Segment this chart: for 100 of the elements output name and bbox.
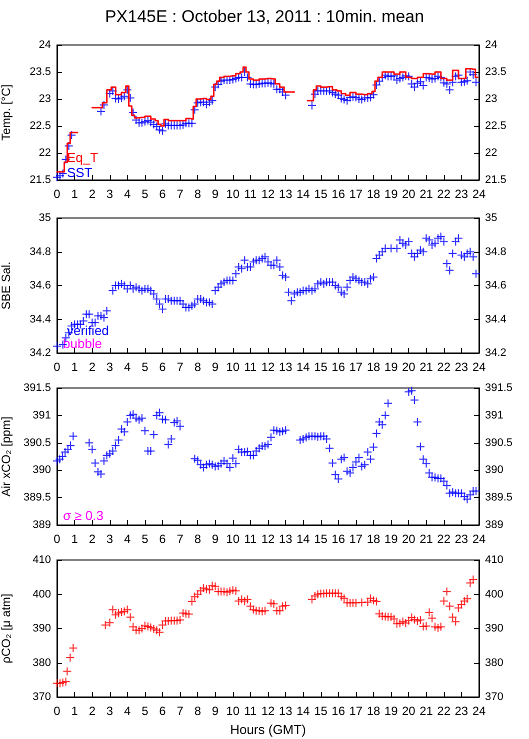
x-tick-label: 21 (420, 360, 434, 374)
x-tick-label: 10 (226, 532, 240, 546)
y-tick-label: 380 (32, 656, 51, 669)
y-tick-label: 390.5 (23, 436, 51, 449)
x-tick-label: 21 (420, 187, 434, 201)
y2-tick-label: 35 (485, 212, 498, 224)
y2-tick-label: 21.5 (485, 174, 506, 186)
x-tick-label: 18 (366, 187, 380, 201)
y-tick-label: 400 (32, 588, 51, 600)
x-tick-label: 22 (437, 532, 451, 546)
x-tick-label: 22 (437, 360, 451, 374)
x-tick-label: 19 (384, 187, 398, 201)
x-tick-label: 18 (366, 360, 380, 374)
y-tick-label: 370 (32, 691, 51, 703)
x-tick-label: 9 (212, 360, 219, 374)
x-tick-label: 9 (212, 704, 219, 718)
x-tick-label: 22 (437, 704, 451, 718)
x-tick-label: 12 (261, 704, 275, 718)
y2-tick-label: 410 (485, 554, 504, 566)
y2-tick-label: 389 (485, 519, 504, 531)
y2-tick-label: 391.5 (485, 382, 513, 394)
y2-tick-label: 34.2 (485, 347, 506, 359)
x-tick-label: 16 (332, 360, 346, 374)
x-tick-label: 13 (278, 704, 293, 718)
x-tick-label: 11 (244, 187, 257, 201)
x-tick-label: 3 (106, 360, 114, 374)
x-tick-label: 11 (244, 532, 257, 546)
x-tick-label: 2 (88, 532, 96, 546)
y2-tick-label: 34.8 (485, 246, 506, 258)
x-tick-label: 5 (142, 187, 149, 201)
x-tick-label: 17 (349, 704, 363, 718)
x-tick-label: 14 (296, 532, 310, 546)
x-tick-label: 17 (349, 360, 363, 374)
x-tick-label: 15 (314, 187, 328, 201)
x-tick-label: 4 (124, 704, 131, 718)
x-tick-label: 20 (402, 360, 416, 374)
y-tick-label: 22.5 (30, 120, 51, 132)
y2-tick-label: 389.5 (485, 492, 513, 504)
x-tick-label: 0 (54, 532, 61, 546)
x-tick-label: 5 (142, 704, 149, 718)
x-tick-label: 21 (420, 704, 434, 718)
x-tick-label: 20 (402, 187, 416, 201)
x-tick-label: 13 (278, 360, 293, 374)
x-tick-label: 12 (261, 187, 275, 201)
x-tick-label: 8 (194, 532, 202, 546)
x-tick-label: 13 (278, 187, 293, 201)
x-tick-label: 5 (142, 532, 149, 546)
x-tick-label: 19 (384, 704, 398, 718)
y-tick-label: 389 (32, 519, 51, 531)
y2-tick-label: 23 (485, 93, 498, 105)
x-tick-label: 12 (261, 532, 275, 546)
x-tick-label: 1 (71, 360, 78, 374)
x-tick-label: 6 (159, 704, 166, 718)
x-tick-label: 24 (472, 360, 486, 374)
x-tick-label: 12 (261, 360, 275, 374)
x-tick-label: 17 (349, 532, 363, 546)
x-tick-label: 0 (54, 187, 61, 201)
x-tick-label: 4 (124, 532, 131, 546)
series-label: SST (67, 165, 92, 180)
x-tick-label: 8 (194, 704, 202, 718)
x-tick-label: 17 (349, 187, 363, 201)
y-tick-label: 23.5 (30, 66, 51, 78)
chart-title: PX145E : October 13, 2011 : 10min. mean (104, 7, 424, 26)
y-tick-label: 22 (38, 147, 51, 159)
x-tick-label: 1 (71, 532, 78, 546)
y2-tick-label: 391 (485, 409, 504, 422)
x-tick-label: 10 (226, 704, 240, 718)
y-axis-title: ρCO₂ [μ atm] (0, 594, 13, 664)
x-tick-label: 6 (159, 187, 166, 201)
y-tick-label: 389.5 (23, 492, 51, 504)
x-tick-label: 9 (212, 532, 219, 546)
x-axis-title: Hours (GMT) (230, 722, 306, 737)
x-tick-label: 19 (384, 360, 398, 374)
y-tick-label: 34.8 (30, 246, 51, 258)
x-tick-label: 11 (244, 704, 257, 718)
x-tick-label: 3 (106, 532, 114, 546)
y2-tick-label: 24 (485, 39, 498, 51)
y-axis-title: SBE Sal. (0, 261, 13, 310)
series-label: Eq_T (67, 150, 98, 165)
y2-tick-label: 370 (485, 691, 504, 703)
x-tick-label: 6 (159, 532, 166, 546)
y2-tick-label: 34.4 (485, 313, 506, 326)
x-tick-label: 14 (296, 360, 310, 374)
x-tick-label: 15 (314, 704, 328, 718)
y-axis-title: Air xCO₂ [ppm] (0, 416, 13, 497)
x-tick-label: 14 (296, 704, 310, 718)
x-tick-label: 16 (332, 532, 346, 546)
y2-tick-label: 22 (485, 147, 498, 159)
x-tick-label: 22 (437, 187, 451, 201)
x-tick-label: 20 (402, 704, 416, 718)
annotation: σ ≥ 0.3 (63, 508, 104, 523)
x-tick-label: 24 (472, 704, 486, 718)
x-tick-label: 9 (212, 187, 219, 201)
x-tick-label: 1 (71, 704, 78, 718)
x-tick-label: 21 (420, 532, 434, 546)
x-tick-label: 10 (226, 187, 240, 201)
x-tick-label: 4 (124, 360, 131, 374)
x-tick-label: 2 (88, 360, 96, 374)
y2-tick-label: 34.6 (485, 280, 506, 292)
y-tick-label: 23 (38, 93, 51, 105)
